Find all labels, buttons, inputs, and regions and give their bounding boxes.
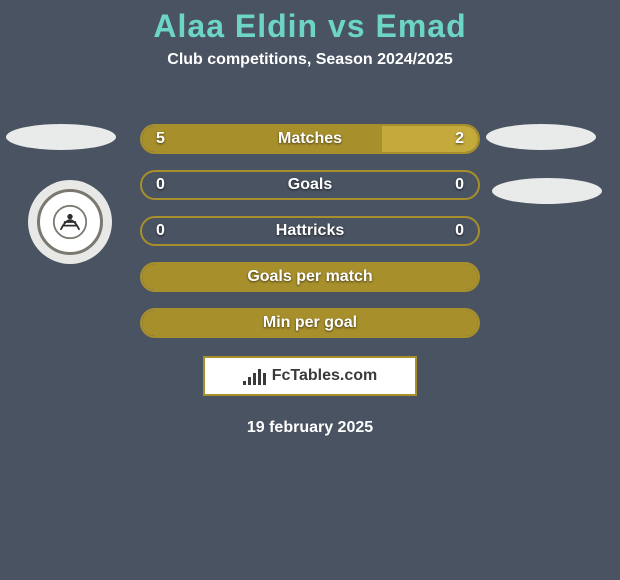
stat-bar-value-left: 5	[156, 130, 165, 148]
player-left-placeholder	[6, 124, 116, 150]
stat-bar-label: Goals	[288, 176, 332, 194]
brand-text: FcTables.com	[272, 367, 378, 385]
page-title: Alaa Eldin vs Emad	[0, 0, 620, 45]
stat-bar: Hattricks 0 0	[140, 216, 480, 246]
player-right-placeholder-bottom	[492, 178, 602, 204]
stat-bar: Matches 5 2	[140, 124, 480, 154]
stat-bar-fill-left	[142, 126, 382, 152]
stat-bar-label: Hattricks	[276, 222, 344, 240]
stat-bar: Goals 0 0	[140, 170, 480, 200]
brand-bars-icon	[243, 367, 266, 385]
stat-bar-value-left: 0	[156, 176, 165, 194]
stat-bar-label: Goals per match	[247, 268, 372, 286]
stat-bar-value-right: 0	[455, 176, 464, 194]
club-badge	[28, 180, 112, 264]
footer-date: 19 february 2025	[0, 419, 620, 437]
player-right-placeholder-top	[486, 124, 596, 150]
subtitle: Club competitions, Season 2024/2025	[0, 51, 620, 69]
stat-bar: Goals per match	[140, 262, 480, 292]
stat-bar-label: Min per goal	[263, 314, 357, 332]
stat-bar-value-left: 0	[156, 222, 165, 240]
brand-attribution: FcTables.com	[203, 356, 417, 396]
stat-bar-label: Matches	[278, 130, 342, 148]
club-emblem-icon	[52, 204, 88, 240]
stat-bar: Min per goal	[140, 308, 480, 338]
stat-bar-value-right: 0	[455, 222, 464, 240]
stat-bar-value-right: 2	[455, 130, 464, 148]
